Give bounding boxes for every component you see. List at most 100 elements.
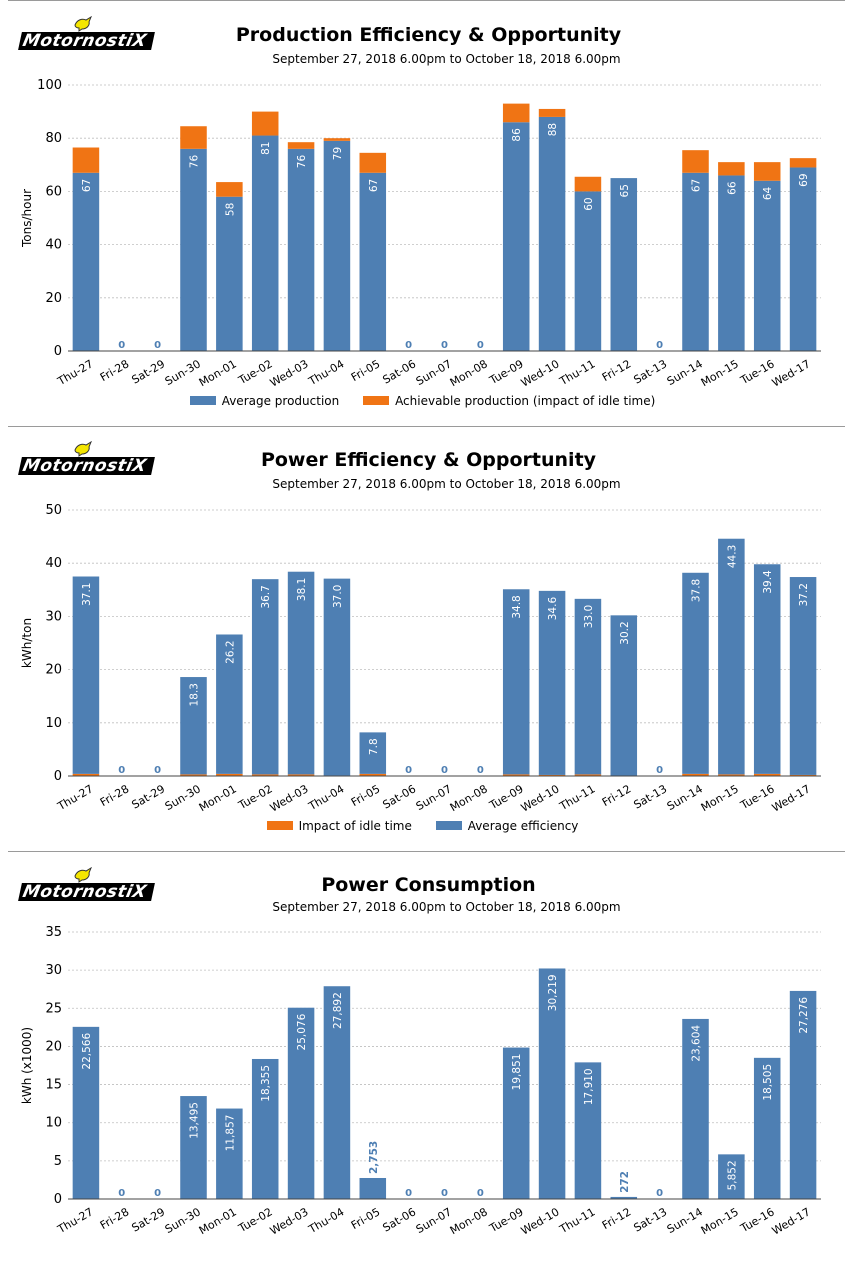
- legend-label: Impact of idle time: [298, 819, 412, 833]
- y-tick-label: 40: [45, 238, 62, 253]
- bar: [502, 122, 530, 352]
- x-tick-label: Mon-15: [699, 1205, 741, 1237]
- data-label: 67: [368, 179, 380, 192]
- x-tick-label: Fri-12: [600, 782, 633, 809]
- divider: [8, 0, 845, 1]
- x-tick-label: Sat-06: [380, 357, 418, 386]
- bar: [538, 116, 566, 351]
- data-label: 0: [118, 1188, 125, 1199]
- bar: [789, 167, 817, 351]
- data-label: 23,604: [691, 1025, 703, 1062]
- y-tick-label: 0: [54, 769, 62, 784]
- data-label: 38.1: [296, 578, 308, 601]
- x-tick-label: Tue-16: [738, 782, 777, 812]
- chart-panel-production: MotornostiX Production Efficiency & Oppo…: [0, 0, 845, 425]
- x-tick-label: Sat-06: [380, 782, 418, 811]
- data-label: 26.2: [224, 640, 236, 663]
- production-bar-chart: 020406080100Tons/hour67Thu-270Fri-280Sat…: [20, 78, 821, 390]
- data-label: 58: [224, 203, 236, 216]
- data-label: 34.8: [511, 595, 523, 618]
- bar: [789, 577, 817, 775]
- bar: [574, 176, 602, 192]
- x-tick-label: Wed-17: [770, 1205, 813, 1237]
- bar: [72, 1026, 100, 1199]
- bar: [359, 152, 387, 173]
- bar: [216, 182, 243, 197]
- x-tick-label: Thu-11: [557, 1205, 598, 1236]
- data-label: 65: [619, 184, 631, 197]
- data-label: 37.1: [81, 583, 93, 606]
- bar: [359, 773, 387, 776]
- x-tick-label: Sun-07: [414, 782, 454, 813]
- x-tick-label: Fri-28: [98, 782, 131, 809]
- x-tick-label: Thu-27: [55, 357, 96, 388]
- data-label: 0: [405, 1188, 412, 1199]
- data-label: 36.7: [260, 585, 272, 608]
- data-label: 27,276: [798, 997, 810, 1034]
- bar: [789, 774, 817, 776]
- bar: [538, 108, 566, 117]
- y-tick-label: 15: [45, 1078, 62, 1093]
- data-label: 37.8: [691, 579, 703, 602]
- bar: [251, 579, 279, 775]
- data-label: 37.0: [332, 585, 344, 608]
- legend-swatch: [266, 821, 293, 830]
- bar: [287, 1007, 315, 1199]
- x-tick-label: Thu-04: [306, 782, 347, 813]
- bar: [610, 178, 638, 351]
- bar: [718, 774, 745, 776]
- bar: [718, 1154, 745, 1199]
- data-label: 76: [296, 155, 308, 169]
- y-tick-label: 80: [45, 131, 62, 146]
- data-label: 67: [81, 179, 93, 192]
- data-label: 30,219: [547, 974, 559, 1011]
- x-tick-label: Tue-09: [487, 782, 526, 812]
- bar: [574, 1062, 602, 1199]
- x-tick-label: Tue-09: [487, 1205, 526, 1235]
- data-label: 67: [691, 179, 703, 192]
- x-tick-label: Fri-28: [98, 1205, 131, 1232]
- bar: [574, 774, 602, 776]
- bar: [287, 142, 315, 149]
- bar: [753, 162, 781, 181]
- logo: MotornostiX: [18, 867, 156, 907]
- x-tick-label: Mon-15: [699, 782, 741, 814]
- bar: [72, 576, 100, 774]
- legend-item-average-production: Average production: [189, 394, 339, 408]
- data-label: 18.3: [189, 683, 201, 706]
- legend-item-average-efficiency: Average efficiency: [435, 819, 578, 833]
- bar: [180, 677, 207, 775]
- x-tick-label: Fri-12: [600, 1205, 633, 1232]
- bar: [323, 138, 351, 141]
- bar: [538, 590, 566, 775]
- data-label: 69: [798, 173, 810, 186]
- x-tick-label: Sat-13: [631, 1205, 669, 1234]
- bar: [682, 773, 709, 776]
- chart-subtitle: September 27, 2018 6.00pm to October 18,…: [272, 477, 621, 491]
- x-tick-label: Sun-30: [163, 357, 203, 388]
- y-tick-label: 35: [45, 925, 62, 940]
- x-tick-label: Fri-28: [98, 357, 131, 384]
- x-tick-label: Wed-10: [519, 357, 562, 389]
- divider: [8, 851, 845, 852]
- data-label: 88: [547, 123, 559, 136]
- data-label: 76: [189, 155, 201, 169]
- data-label: 30.2: [619, 621, 631, 644]
- x-tick-label: Thu-27: [55, 782, 96, 813]
- bar: [682, 1018, 709, 1199]
- bar: [574, 598, 602, 775]
- bar: [216, 1108, 243, 1199]
- data-label: 79: [332, 147, 344, 160]
- x-tick-label: Mon-01: [197, 1205, 239, 1237]
- data-label: 60: [583, 197, 595, 210]
- x-tick-label: Wed-17: [770, 357, 813, 389]
- legend-swatch: [435, 821, 462, 830]
- data-label: 37.2: [798, 583, 810, 606]
- x-tick-label: Sun-14: [665, 357, 705, 388]
- data-label: 81: [260, 142, 272, 155]
- data-label: 34.6: [547, 597, 559, 621]
- y-tick-label: 10: [45, 1116, 62, 1131]
- x-tick-label: Fri-05: [349, 1205, 382, 1232]
- data-label: 0: [154, 340, 161, 351]
